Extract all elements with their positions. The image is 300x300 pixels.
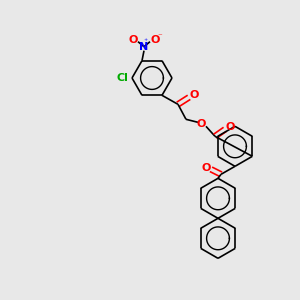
Text: O: O <box>201 163 211 173</box>
Text: O: O <box>128 35 138 45</box>
Text: O: O <box>225 122 235 132</box>
Text: Cl: Cl <box>116 73 128 83</box>
Text: O: O <box>150 35 160 45</box>
Text: N: N <box>140 42 148 52</box>
Text: ⁺: ⁺ <box>143 37 147 46</box>
Text: O: O <box>189 90 199 100</box>
Text: O: O <box>196 119 206 129</box>
Text: ⁻: ⁻ <box>158 32 162 41</box>
